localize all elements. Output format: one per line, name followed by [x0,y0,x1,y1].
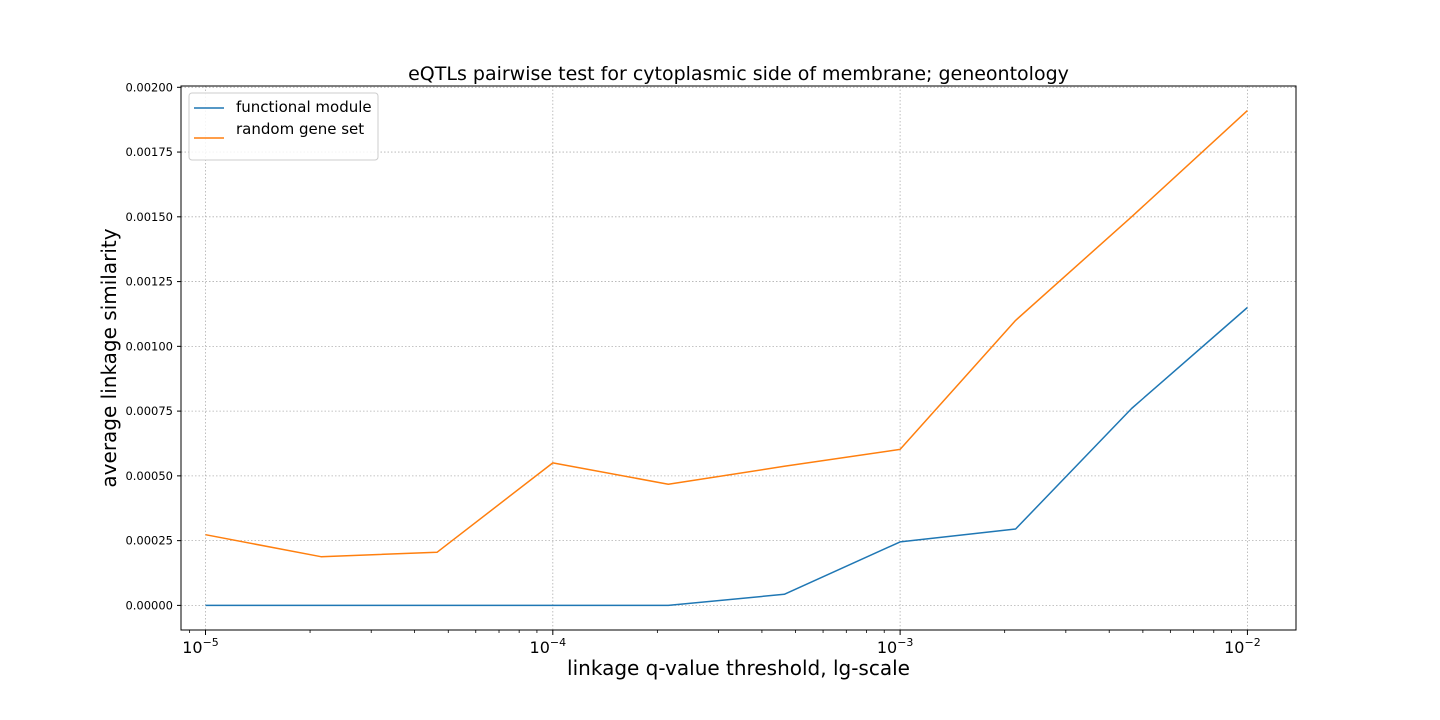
y-tick-label: 0.00175 [125,145,173,159]
legend-label: random gene set [236,120,364,138]
series-line [205,306,1248,607]
y-tick-label: 0.00025 [125,534,173,548]
x-axis-ticks: 10−5 10−4 10−3 10−2 [182,630,1261,657]
x-tick-label: 10−3 [877,636,914,657]
y-tick-label: 0.00125 [125,275,173,289]
y-tick-label: 0.00050 [125,469,173,483]
grid [181,86,1296,630]
series-layer [205,110,1248,607]
plot-frame [180,85,1297,631]
legend-box [188,92,379,161]
y-axis-ticks: 0.00000 0.00025 0.00050 0.00075 0.00100 0.001… [125,80,181,612]
x-tick-label: 10−5 [182,636,219,657]
series-line [205,110,1248,558]
chart-title: eQTLs pairwise test for cytoplasmic side… [408,63,1069,85]
legend: functional module random gene set [188,92,379,161]
y-tick-label: 0.00000 [125,598,173,612]
x-tick-label: 10−4 [530,636,567,657]
y-tick-label: 0.00075 [125,404,173,418]
x-axis-label: linkage q-value threshold, lg-scale [567,656,910,680]
legend-label: functional module [236,98,372,116]
y-tick-label: 0.00200 [125,80,173,94]
x-tick-label: 10−2 [1224,636,1261,657]
y-tick-label: 0.00150 [125,210,173,224]
y-axis-label: average linkage similarity [97,228,121,487]
y-tick-label: 0.00100 [125,339,173,353]
